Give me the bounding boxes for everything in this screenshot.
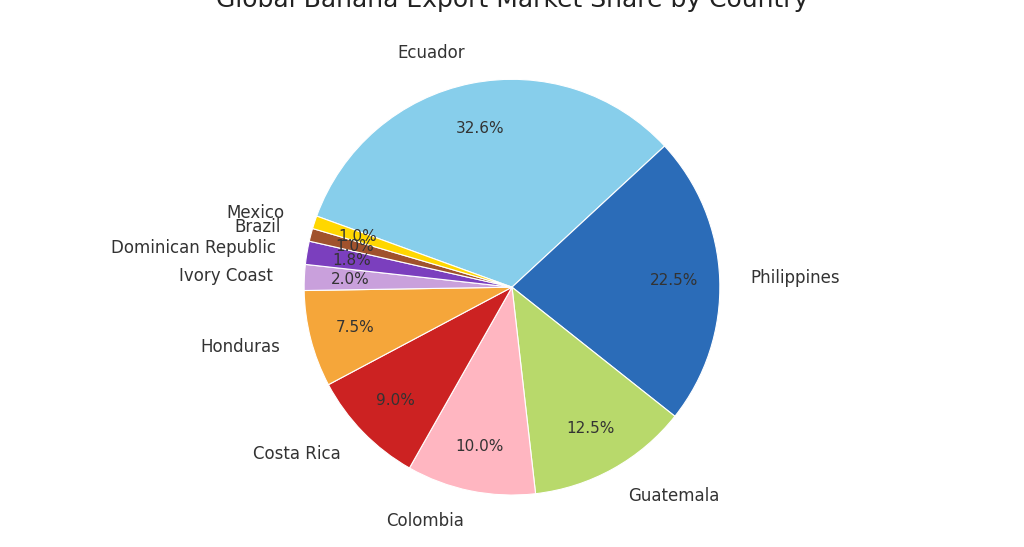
Wedge shape xyxy=(304,264,512,290)
Text: 1.0%: 1.0% xyxy=(336,239,375,254)
Wedge shape xyxy=(410,287,536,495)
Text: Ivory Coast: Ivory Coast xyxy=(179,267,273,285)
Wedge shape xyxy=(512,146,720,416)
Wedge shape xyxy=(512,287,675,494)
Text: 1.0%: 1.0% xyxy=(339,229,378,244)
Text: Guatemala: Guatemala xyxy=(628,487,720,505)
Text: Ecuador: Ecuador xyxy=(397,44,465,62)
Wedge shape xyxy=(329,287,512,468)
Text: 2.0%: 2.0% xyxy=(331,272,370,287)
Title: Global Banana Export Market Share by Country: Global Banana Export Market Share by Cou… xyxy=(216,0,808,11)
Wedge shape xyxy=(316,79,665,287)
Wedge shape xyxy=(305,241,512,287)
Text: Dominican Republic: Dominican Republic xyxy=(112,238,276,257)
Text: 10.0%: 10.0% xyxy=(456,439,504,453)
Wedge shape xyxy=(309,229,512,287)
Text: Colombia: Colombia xyxy=(386,513,464,531)
Text: 9.0%: 9.0% xyxy=(377,393,415,408)
Text: 12.5%: 12.5% xyxy=(566,421,615,437)
Text: 22.5%: 22.5% xyxy=(650,274,698,288)
Text: Mexico: Mexico xyxy=(226,203,285,222)
Wedge shape xyxy=(304,287,512,385)
Text: 1.8%: 1.8% xyxy=(333,253,372,268)
Text: Philippines: Philippines xyxy=(751,269,841,287)
Text: 32.6%: 32.6% xyxy=(456,121,504,136)
Text: Brazil: Brazil xyxy=(234,218,281,236)
Text: Costa Rica: Costa Rica xyxy=(253,445,341,463)
Text: 7.5%: 7.5% xyxy=(336,320,375,335)
Text: Honduras: Honduras xyxy=(201,338,281,356)
Wedge shape xyxy=(312,216,512,287)
